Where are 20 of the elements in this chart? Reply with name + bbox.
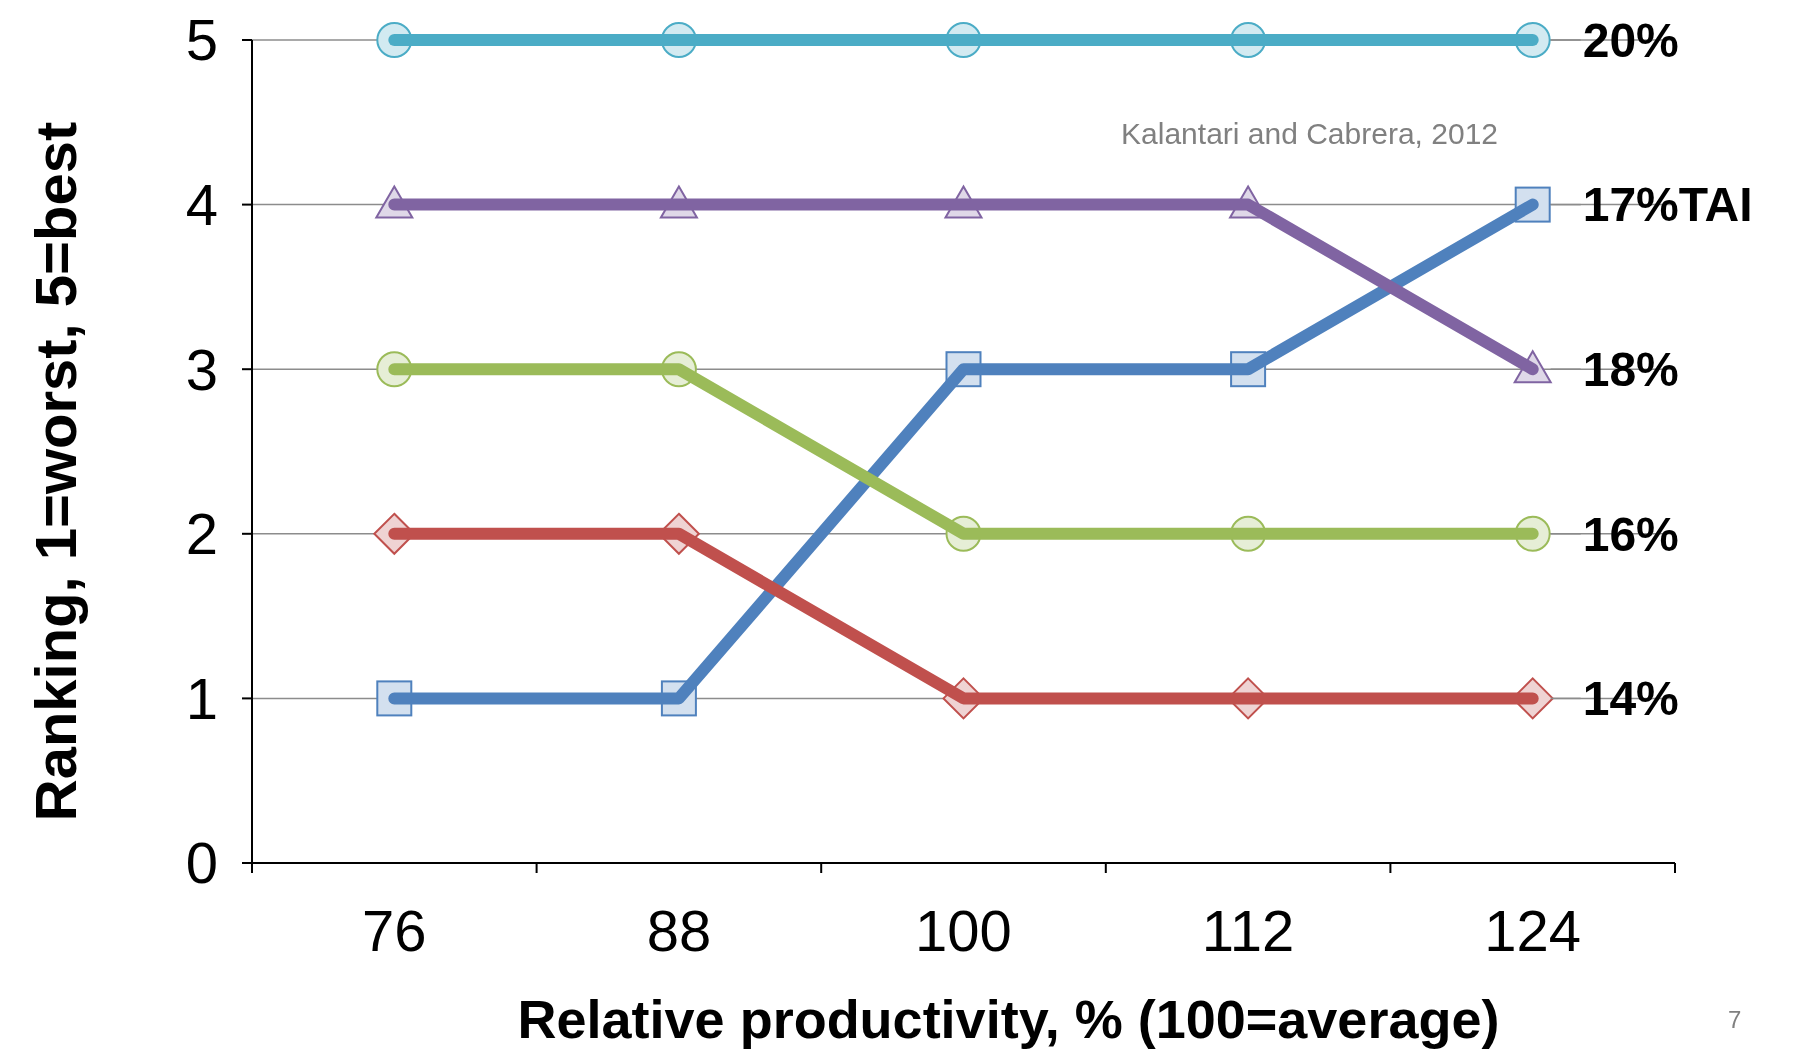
series-label: 20% [1582, 13, 1679, 67]
x-tick-label: 76 [362, 898, 427, 963]
x-tick-label: 100 [915, 898, 1012, 963]
y-tick-label: 5 [185, 7, 219, 73]
annotation: Kalantari and Cabrera, 2012 [1121, 117, 1498, 150]
y-tick-label: 1 [185, 665, 219, 731]
series-label: 17%TAI [1582, 178, 1753, 232]
series-label: 14% [1582, 672, 1679, 726]
y-tick-label: 3 [185, 336, 219, 402]
y-tick-label: 4 [185, 171, 219, 237]
series-label: 16% [1582, 507, 1679, 561]
y-tick-label: 0 [185, 830, 219, 896]
x-tick-label: 112 [1201, 898, 1295, 963]
text: 7 [1728, 1006, 1742, 1033]
series-label: 18% [1582, 343, 1679, 396]
y-tick-label: 2 [185, 501, 219, 567]
y-axis-title: Ranking, 1=worst, 5=best [23, 121, 88, 822]
x-axis-title: Relative productivity, % (100=average) [517, 989, 1500, 1049]
x-tick-label: 88 [646, 898, 712, 963]
x-tick-label: 124 [1484, 898, 1582, 963]
